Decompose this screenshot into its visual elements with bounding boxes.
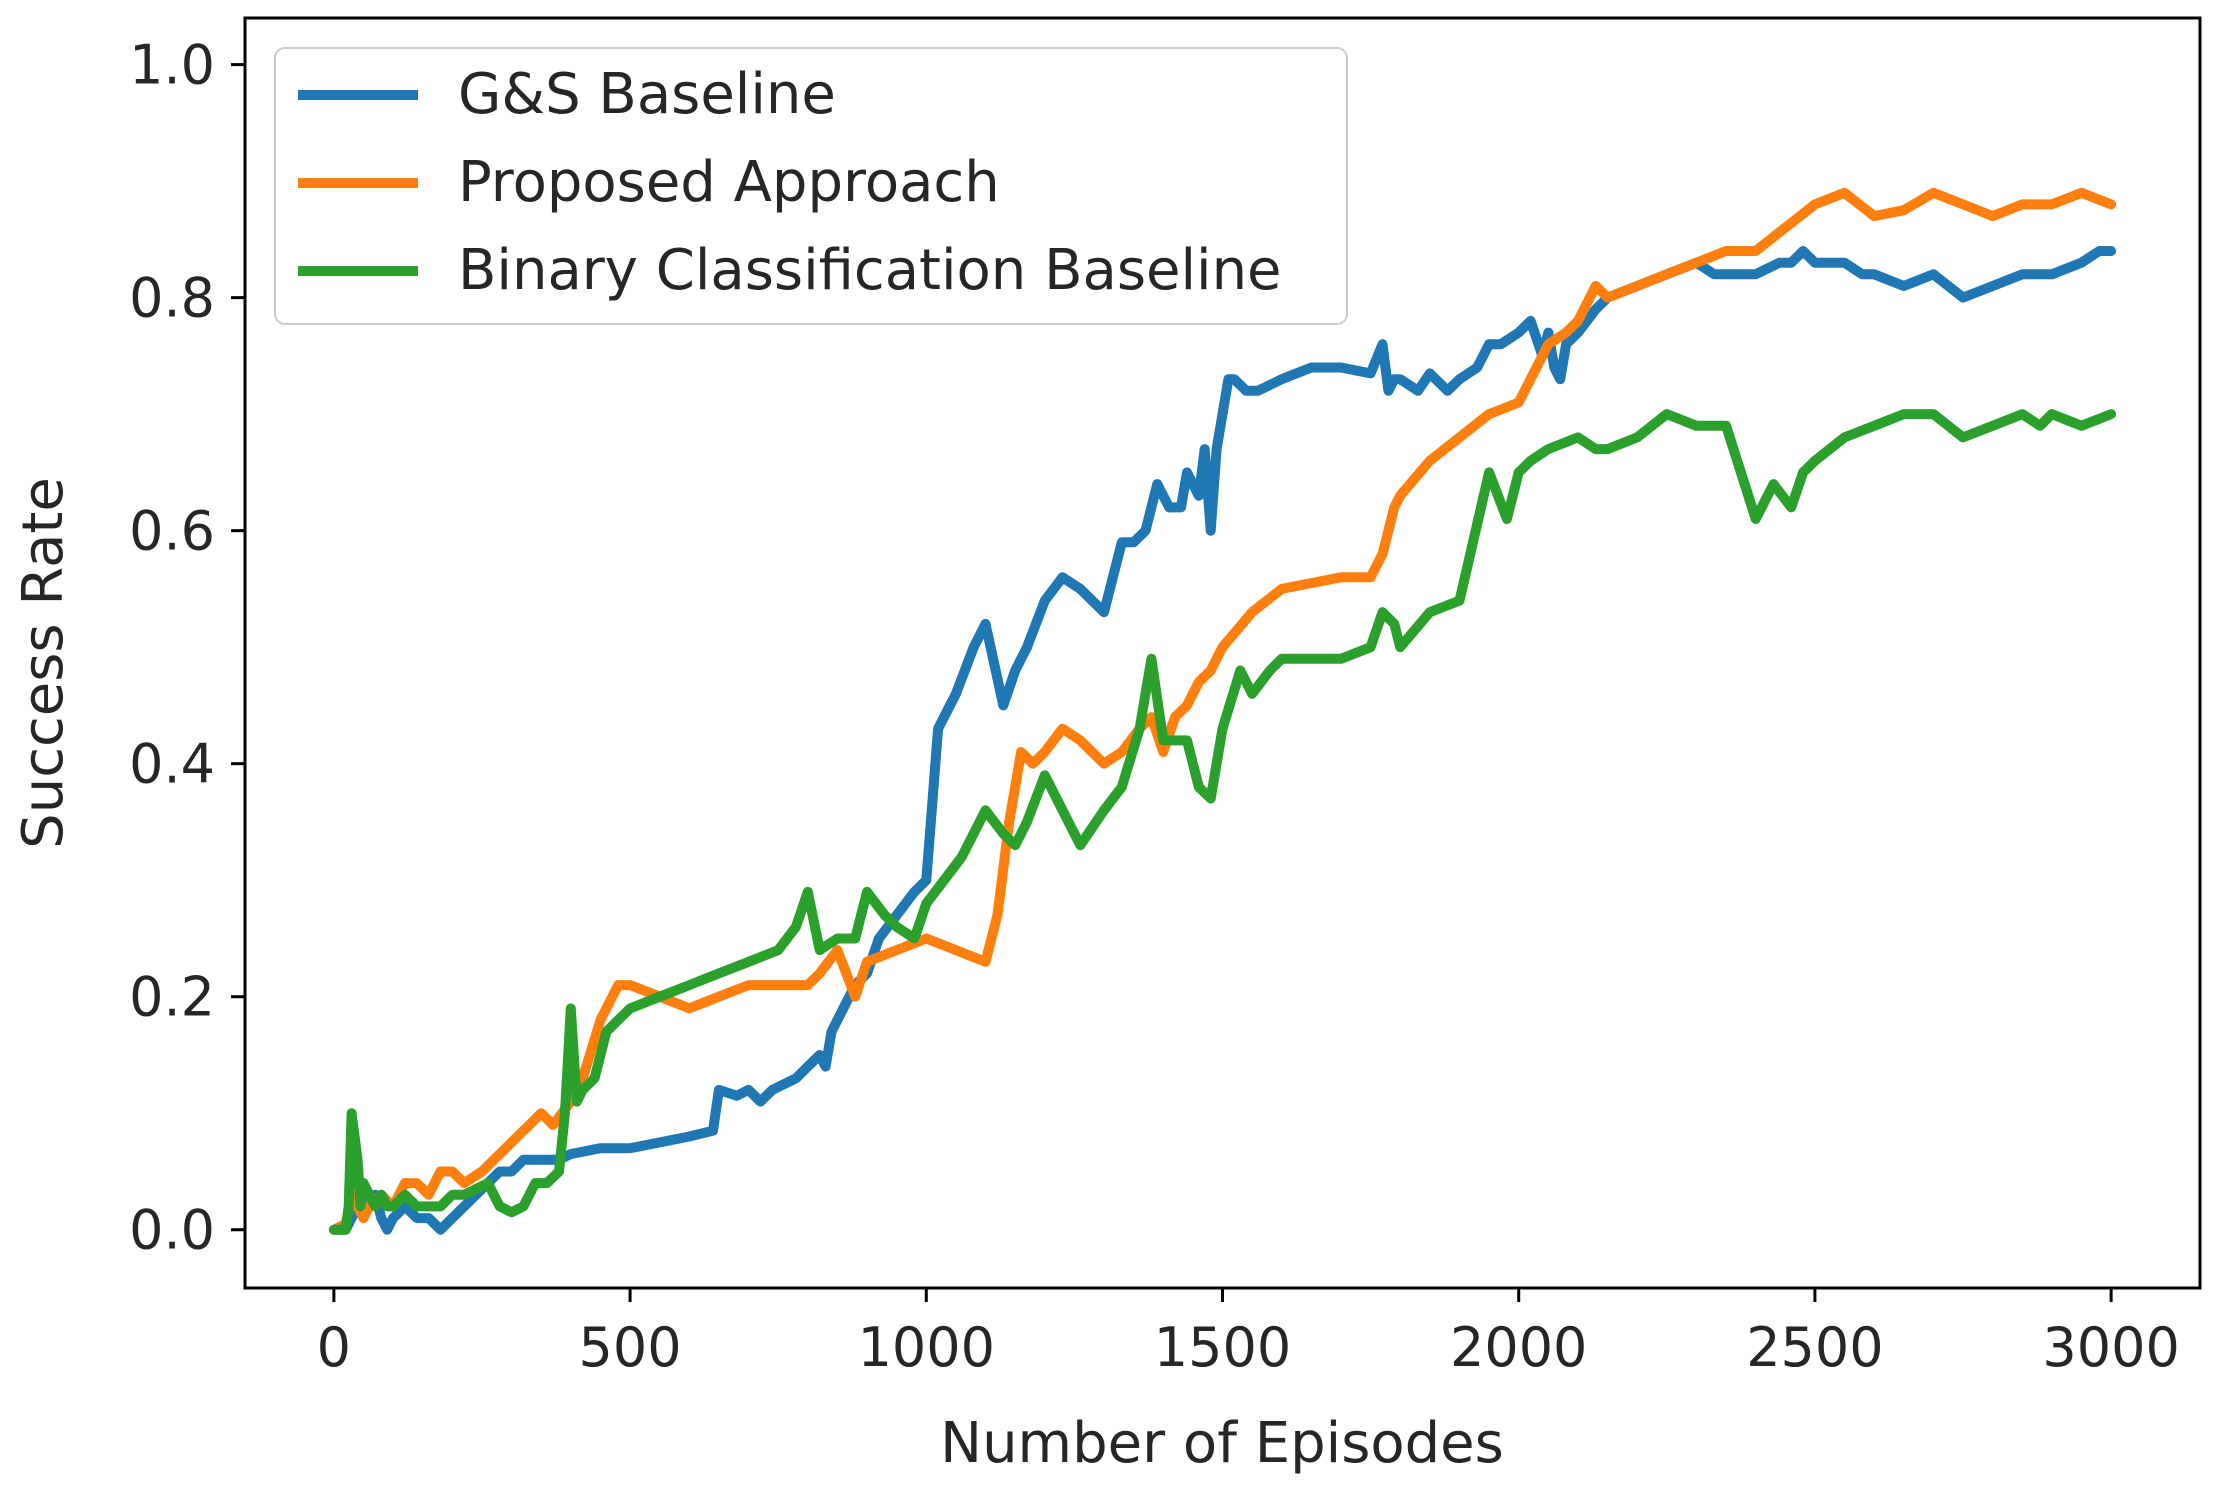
y-tick-label: 0.6: [129, 500, 215, 563]
legend-label-proposed-approach: Proposed Approach: [458, 150, 1000, 215]
y-tick-label: 0.0: [129, 1199, 215, 1262]
y-tick-label: 0.4: [129, 733, 215, 796]
series-line-1: [328, 187, 2117, 1235]
legend: G&S Baseline Proposed Approach Binary Cl…: [274, 47, 1348, 325]
x-axis-label: Number of Episodes: [940, 1411, 1504, 1476]
x-tick-label: 500: [579, 1316, 682, 1379]
series-line-2: [328, 409, 2117, 1235]
series-layer: [328, 187, 2117, 1235]
y-tick-label: 0.2: [129, 966, 215, 1029]
legend-label-gs-baseline: G&S Baseline: [458, 62, 836, 127]
legend-label-binary-classification: Binary Classification Baseline: [458, 238, 1282, 303]
y-tick-label: 0.8: [129, 267, 215, 330]
x-axis: 0 500 1000 1500 2000 2500 3000: [317, 1288, 2180, 1379]
x-tick-label: 2500: [1746, 1316, 1883, 1379]
x-tick-label: 3000: [2042, 1316, 2179, 1379]
y-tick-label: 1.0: [129, 34, 215, 97]
y-axis-label: Success Rate: [11, 477, 76, 849]
x-tick-label: 1500: [1154, 1316, 1291, 1379]
x-tick-label: 0: [317, 1316, 351, 1379]
y-axis: 0.0 0.2 0.4 0.6 0.8 1.0: [129, 34, 245, 1262]
legend-box: [274, 47, 1348, 325]
x-tick-label: 2000: [1450, 1316, 1587, 1379]
x-tick-label: 1000: [858, 1316, 995, 1379]
